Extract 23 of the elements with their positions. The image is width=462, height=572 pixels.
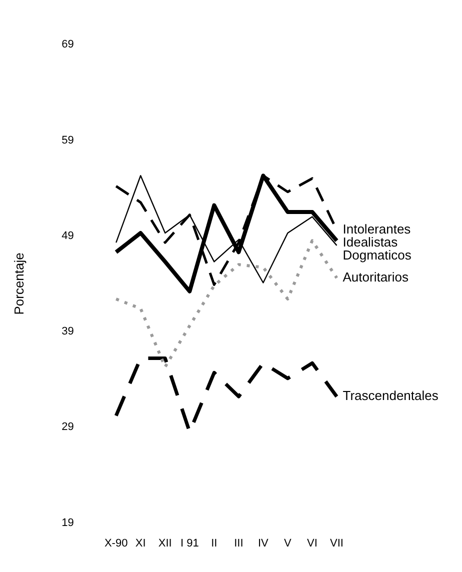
series-label: Autoritarios bbox=[342, 270, 409, 285]
x-tick-label: V bbox=[284, 537, 292, 550]
y-tick-label: 69 bbox=[62, 38, 74, 51]
x-tick-label: I 91 bbox=[180, 537, 199, 550]
y-tick-label: 19 bbox=[62, 516, 74, 529]
x-tick-label: III bbox=[234, 537, 244, 550]
x-tick-label: IV bbox=[258, 537, 270, 550]
y-tick-label: 39 bbox=[62, 326, 74, 338]
series-label: Idealistas bbox=[342, 234, 398, 250]
y-tick-label: 29 bbox=[62, 421, 74, 434]
series-label: Dogmaticos bbox=[342, 248, 412, 263]
x-tick-label: II bbox=[211, 537, 218, 550]
series-label: Intolerantes bbox=[342, 222, 412, 237]
x-tick-label: VII bbox=[330, 537, 344, 550]
x-tick-label: XI bbox=[135, 537, 146, 550]
y-axis-title: Porcentaje bbox=[11, 252, 26, 315]
series-label: Trascendentales bbox=[342, 388, 439, 404]
x-tick-label: VI bbox=[307, 537, 318, 550]
y-tick-label: 49 bbox=[62, 230, 74, 242]
line-series bbox=[114, 239, 338, 368]
y-tick-label: 59 bbox=[62, 134, 74, 146]
x-tick-label: X-90 bbox=[104, 537, 128, 550]
x-tick-label: XII bbox=[158, 537, 172, 550]
